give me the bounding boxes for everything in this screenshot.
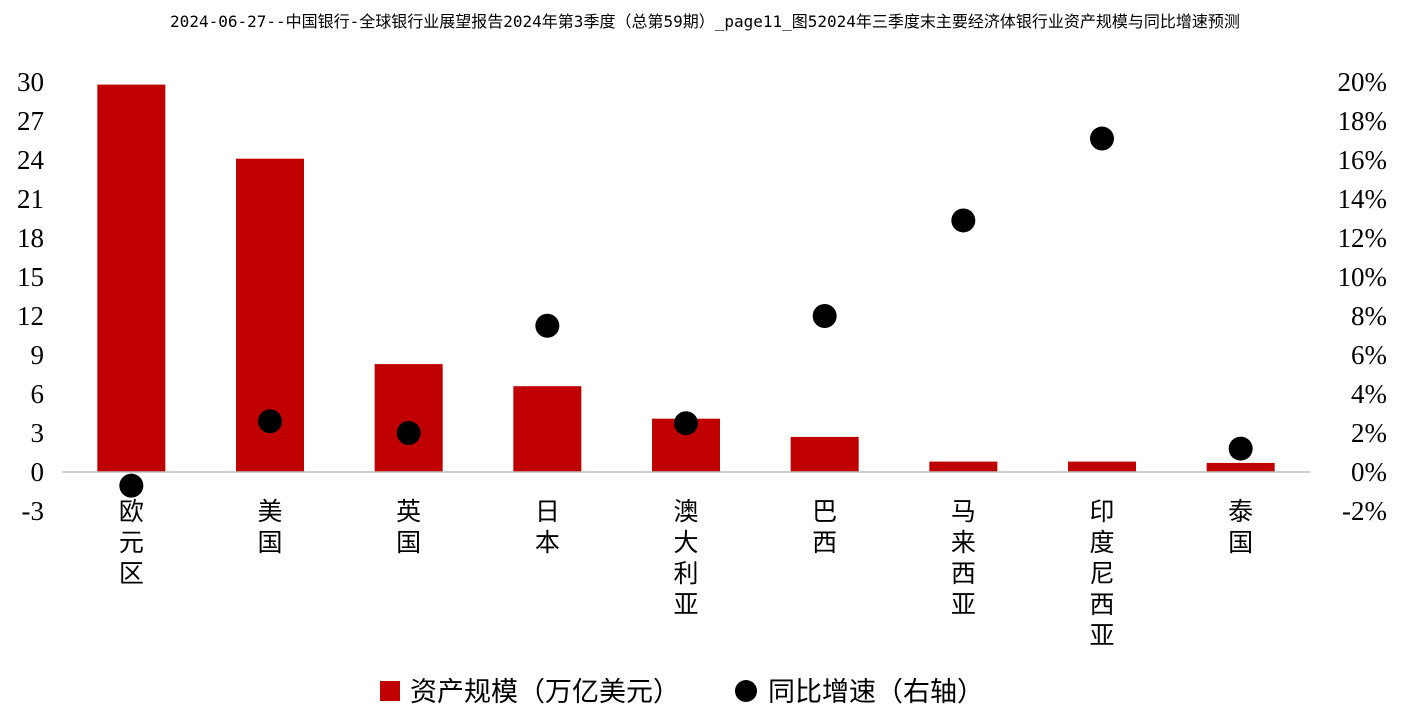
category-label: 国 <box>396 528 421 557</box>
left-tick-label: 30 <box>17 67 44 97</box>
category-label: 欧 <box>119 497 144 526</box>
legend: 资产规模（万亿美元） 同比增速（右轴） <box>380 677 984 708</box>
category-label: 本 <box>535 528 560 557</box>
right-tick-label: 4% <box>1351 379 1387 409</box>
bar <box>1206 462 1275 472</box>
growth-marker <box>812 304 837 328</box>
category-label: 亚 <box>1089 621 1114 650</box>
category-label: 西 <box>951 559 976 588</box>
left-tick-label: 12 <box>17 301 44 331</box>
right-tick-label: 18% <box>1338 106 1388 136</box>
right-tick-label: 20% <box>1338 67 1388 97</box>
bar <box>929 461 998 472</box>
growth-marker <box>674 411 698 436</box>
left-tick-label: 21 <box>17 184 44 214</box>
bar <box>374 364 443 472</box>
category-label: 美 <box>257 497 282 526</box>
left-tick-label: 3 <box>31 418 45 448</box>
category-label: 亚 <box>951 590 976 619</box>
growth-marker <box>1090 126 1114 151</box>
left-tick-label: 24 <box>17 145 45 175</box>
growth-marker <box>951 208 976 233</box>
category-label: 区 <box>119 559 144 588</box>
right-tick-label: 0% <box>1351 457 1387 487</box>
category-label: 亚 <box>673 590 698 619</box>
category-label: 国 <box>257 528 282 557</box>
right-tick-label: 16% <box>1338 145 1388 175</box>
category-label: 印 <box>1089 497 1114 526</box>
category-label: 日 <box>535 497 560 526</box>
left-tick-label: 9 <box>31 340 45 370</box>
left-tick-label: 0 <box>31 457 45 487</box>
growth-marker <box>258 409 282 434</box>
right-tick-label: 10% <box>1338 262 1388 292</box>
legend-bar-label: 资产规模（万亿美元） <box>410 677 680 708</box>
right-tick-label: -2% <box>1342 496 1387 526</box>
right-tick-label: 6% <box>1351 340 1387 370</box>
category-label: 巴 <box>812 497 837 526</box>
growth-marker <box>396 421 421 445</box>
category-label: 马 <box>951 497 976 526</box>
right-axis-ticks: 20% 18% 16% 14% 12% 10% 8% 6% 4% 2% 0% -2% <box>1338 67 1388 526</box>
right-tick-label: 14% <box>1338 184 1388 214</box>
page-title: 2024-06-27--中国银行-全球银行业展望报告2024年第3季度（总第59… <box>170 12 1240 31</box>
growth-marker <box>1228 436 1253 461</box>
right-tick-label: 12% <box>1338 223 1388 253</box>
category-label: 度 <box>1089 528 1114 557</box>
category-label: 泰 <box>1228 497 1253 526</box>
category-label: 国 <box>1228 528 1253 557</box>
category-label: 西 <box>1089 590 1114 619</box>
bars <box>97 84 1275 472</box>
bar <box>1068 461 1136 472</box>
right-tick-label: 2% <box>1351 418 1387 448</box>
growth-marker <box>535 313 560 338</box>
legend-marker-swatch <box>735 680 757 702</box>
category-label: 元 <box>119 528 144 557</box>
category-label: 英 <box>396 497 421 526</box>
bar <box>97 84 166 472</box>
markers <box>119 126 1253 498</box>
category-label: 来 <box>951 528 976 557</box>
bar <box>790 436 859 472</box>
growth-marker <box>119 473 144 498</box>
left-tick-label: 6 <box>31 379 45 409</box>
left-tick-label: 18 <box>17 223 44 253</box>
left-tick-label: 27 <box>17 106 44 136</box>
left-tick-label: -3 <box>22 496 45 526</box>
legend-marker-label: 同比增速（右轴） <box>768 677 984 708</box>
category-label: 大 <box>673 528 698 557</box>
right-tick-label: 8% <box>1351 301 1387 331</box>
legend-bar-swatch <box>380 681 400 701</box>
category-label: 利 <box>673 559 698 588</box>
category-label: 澳 <box>673 497 698 526</box>
bar <box>513 386 582 472</box>
category-label: 西 <box>812 528 837 557</box>
category-label: 尼 <box>1089 559 1114 588</box>
left-tick-label: 15 <box>17 262 44 292</box>
